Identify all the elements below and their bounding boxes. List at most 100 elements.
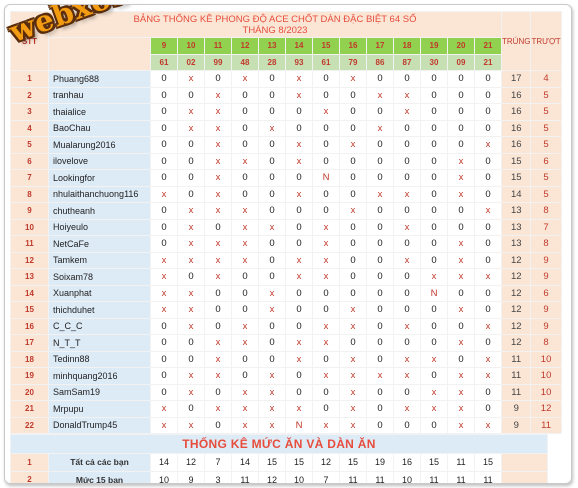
result-cell[interactable]: 0 [259,137,286,154]
result-cell[interactable]: x [286,401,313,418]
summary-value[interactable]: 11 [448,471,475,484]
result-cell[interactable]: 0 [475,401,502,418]
result-cell[interactable]: x [448,302,475,319]
summary-value[interactable]: 12 [178,454,205,472]
result-cell[interactable]: x [340,203,367,220]
player-name[interactable]: thaialice [49,104,151,121]
result-cell[interactable]: 0 [394,417,421,434]
result-cell[interactable]: 0 [205,285,232,302]
result-cell[interactable]: x [286,87,313,104]
result-cell[interactable]: 0 [367,384,394,401]
result-cell[interactable]: x [178,252,205,269]
result-cell[interactable]: x [421,351,448,368]
result-cell[interactable]: 0 [475,120,502,137]
result-cell[interactable]: 0 [421,170,448,187]
result-cell[interactable]: x [259,120,286,137]
result-cell[interactable]: 0 [475,104,502,121]
result-cell[interactable]: x [394,186,421,203]
result-cell[interactable]: x [232,417,259,434]
result-cell[interactable]: 0 [259,351,286,368]
result-cell[interactable]: 0 [286,104,313,121]
result-cell[interactable]: N [313,170,340,187]
result-cell[interactable]: 0 [313,87,340,104]
result-cell[interactable]: 0 [151,120,178,137]
result-cell[interactable]: 0 [340,285,367,302]
result-cell[interactable]: x [313,104,340,121]
result-cell[interactable]: 0 [205,71,232,88]
player-name[interactable]: Lookingfor [49,170,151,187]
result-cell[interactable]: 0 [259,269,286,286]
result-cell[interactable]: 0 [448,285,475,302]
result-cell[interactable]: x [259,368,286,385]
result-cell[interactable]: x [367,186,394,203]
result-cell[interactable]: x [313,417,340,434]
result-cell[interactable]: 0 [286,203,313,220]
result-cell[interactable]: 0 [394,120,421,137]
summary-value[interactable]: 14 [151,454,178,472]
result-cell[interactable]: x [475,417,502,434]
result-cell[interactable]: 0 [421,186,448,203]
summary-value[interactable]: 19 [367,454,394,472]
result-cell[interactable]: 0 [151,368,178,385]
result-cell[interactable]: 0 [421,236,448,253]
result-cell[interactable]: x [205,203,232,220]
result-cell[interactable]: x [151,401,178,418]
result-cell[interactable]: x [205,104,232,121]
result-cell[interactable]: x [178,236,205,253]
result-cell[interactable]: 0 [232,104,259,121]
result-cell[interactable]: 0 [232,368,259,385]
result-cell[interactable]: 0 [151,203,178,220]
player-name[interactable]: Tamkem [49,252,151,269]
player-name[interactable]: N_T_T [49,335,151,352]
result-cell[interactable]: 0 [421,87,448,104]
result-cell[interactable]: 0 [475,71,502,88]
result-cell[interactable]: x [340,318,367,335]
player-name[interactable]: Xuanphat [49,285,151,302]
result-cell[interactable]: 0 [367,137,394,154]
result-cell[interactable]: 0 [448,137,475,154]
result-cell[interactable]: 0 [367,302,394,319]
result-cell[interactable]: 0 [178,269,205,286]
result-cell[interactable]: x [205,368,232,385]
result-cell[interactable]: x [178,417,205,434]
result-cell[interactable]: 0 [313,186,340,203]
result-cell[interactable]: 0 [421,302,448,319]
result-cell[interactable]: 0 [421,318,448,335]
result-cell[interactable]: x [151,302,178,319]
result-cell[interactable]: 0 [151,137,178,154]
result-cell[interactable]: x [286,71,313,88]
summary-value[interactable]: 11 [340,471,367,484]
result-cell[interactable]: 0 [340,269,367,286]
result-cell[interactable]: x [448,170,475,187]
result-cell[interactable]: 0 [313,153,340,170]
result-cell[interactable]: x [286,335,313,352]
result-cell[interactable]: 0 [151,236,178,253]
result-cell[interactable]: x [421,401,448,418]
result-cell[interactable]: 0 [475,186,502,203]
result-cell[interactable]: x [178,384,205,401]
result-cell[interactable]: 0 [448,203,475,220]
result-cell[interactable]: x [448,401,475,418]
result-cell[interactable]: 0 [178,351,205,368]
result-cell[interactable]: 0 [178,137,205,154]
summary-value[interactable]: 16 [394,454,421,472]
result-cell[interactable]: 0 [475,285,502,302]
result-cell[interactable]: x [232,236,259,253]
result-cell[interactable]: 0 [367,269,394,286]
result-cell[interactable]: 0 [259,186,286,203]
result-cell[interactable]: x [394,87,421,104]
result-cell[interactable]: x [340,401,367,418]
result-cell[interactable]: 0 [367,170,394,187]
result-cell[interactable]: 0 [421,71,448,88]
result-cell[interactable]: x [205,252,232,269]
player-name[interactable]: chutheanh [49,203,151,220]
result-cell[interactable]: x [259,401,286,418]
result-cell[interactable]: x [151,285,178,302]
result-cell[interactable]: 0 [421,252,448,269]
result-cell[interactable]: x [475,269,502,286]
result-cell[interactable]: x [178,368,205,385]
result-cell[interactable]: N [286,417,313,434]
result-cell[interactable]: x [178,203,205,220]
result-cell[interactable]: 0 [232,285,259,302]
summary-value[interactable]: 3 [205,471,232,484]
